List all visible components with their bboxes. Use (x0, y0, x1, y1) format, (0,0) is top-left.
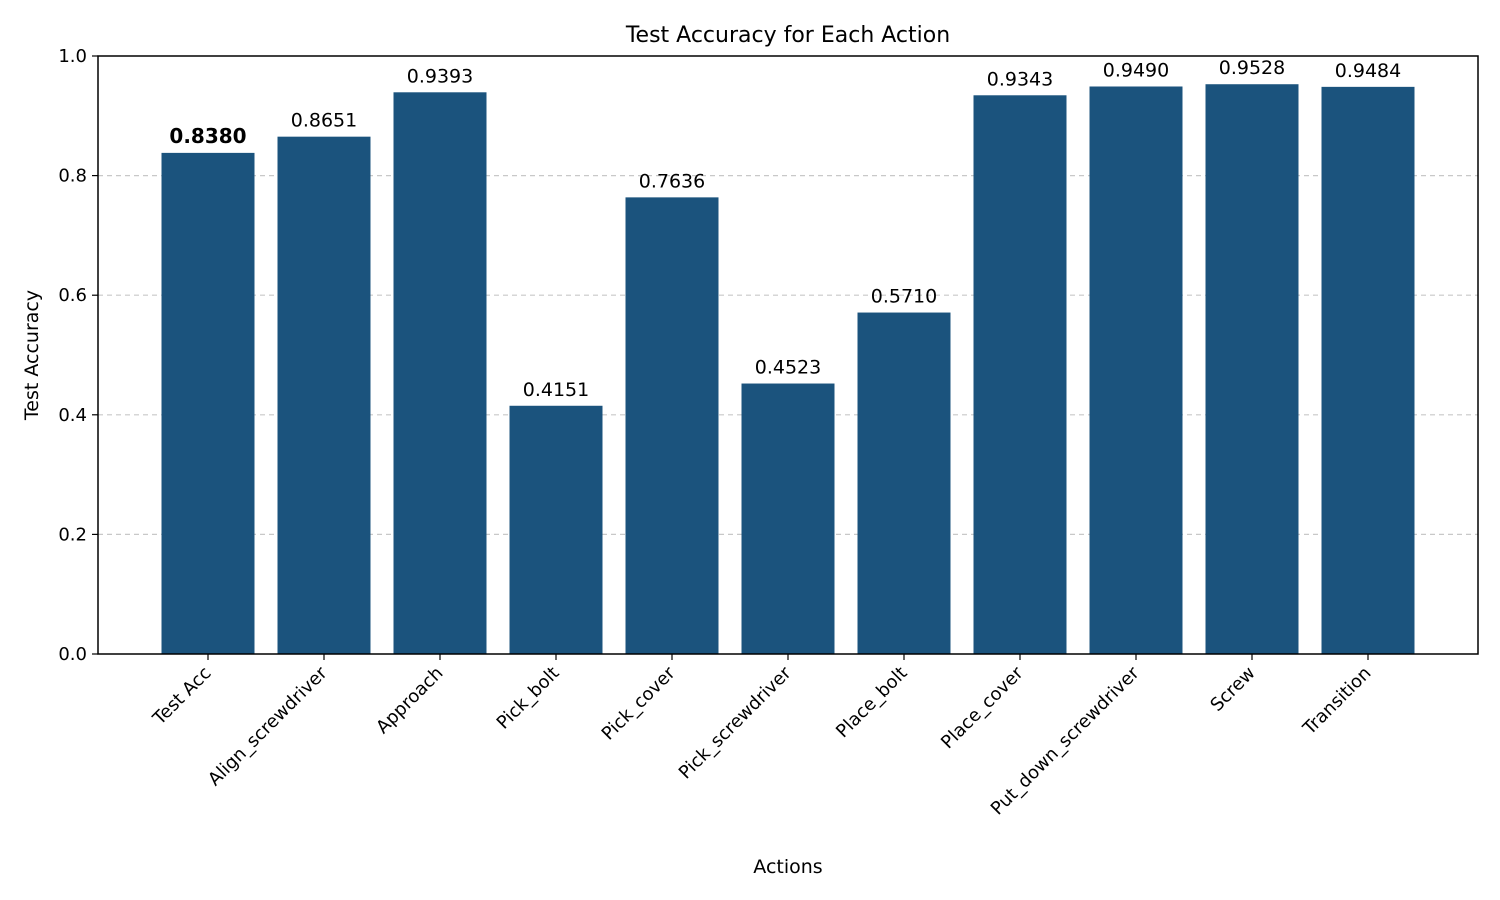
x-tick-label: Pick_bolt (493, 663, 564, 734)
x-tick-label: Place_cover (937, 662, 1028, 753)
value-labels: 0.8380 0.8651 0.9393 0.4151 0.7636 0.4523 0.57… (169, 57, 1401, 401)
y-tick-label: 0.8 (58, 166, 87, 187)
value-label: 0.8651 (291, 110, 357, 132)
value-label: 0.7636 (639, 170, 705, 192)
bar-align-screwdriver (277, 136, 371, 655)
x-tick-label: Transition (1298, 663, 1375, 740)
chart-title: Test Accuracy for Each Action (625, 23, 950, 48)
value-label: 0.4523 (755, 357, 821, 379)
bar-transition (1321, 86, 1415, 654)
x-axis-label: Actions (753, 856, 822, 878)
value-label: 0.9484 (1335, 60, 1401, 82)
x-tick-label: Align_screwdriver (204, 662, 332, 790)
x-tick-label: Place_bolt (832, 663, 911, 742)
value-label: 0.5710 (871, 286, 937, 308)
x-tick-label: Approach (372, 663, 447, 738)
bar-approach (393, 92, 487, 655)
x-tick-label: Pick_cover (598, 662, 680, 744)
bar-pick-cover (625, 197, 719, 655)
y-tick-label: 0.4 (58, 405, 87, 426)
x-tick-label: Test Acc (148, 663, 215, 730)
value-label: 0.9528 (1219, 57, 1285, 79)
value-label: 0.9343 (987, 68, 1053, 90)
bar-test-acc (161, 152, 255, 654)
y-axis-label: Test Accuracy (21, 290, 43, 421)
bar-pick-bolt (509, 405, 603, 654)
bar-pick-screwdriver (741, 383, 835, 654)
y-tick-label: 1.0 (58, 46, 87, 67)
bar-place-cover (973, 95, 1067, 655)
bars (161, 84, 1415, 655)
bar-screw (1205, 84, 1299, 655)
value-label: 0.8380 (169, 124, 246, 148)
x-tick-label: Screw (1206, 663, 1259, 716)
value-label: 0.9490 (1103, 59, 1169, 81)
bar-put-down-screwdriver (1089, 86, 1183, 655)
value-label: 0.9393 (407, 65, 473, 87)
y-tick-label: 0.2 (58, 524, 87, 545)
x-tick-label: Pick_screwdriver (675, 662, 796, 783)
y-tick-label: 0.0 (58, 644, 87, 665)
value-label: 0.4151 (523, 379, 589, 401)
y-axis-ticks: 0.0 0.2 0.4 0.6 0.8 1.0 (58, 46, 98, 665)
bar-place-bolt (857, 312, 951, 654)
y-tick-label: 0.6 (58, 285, 87, 306)
